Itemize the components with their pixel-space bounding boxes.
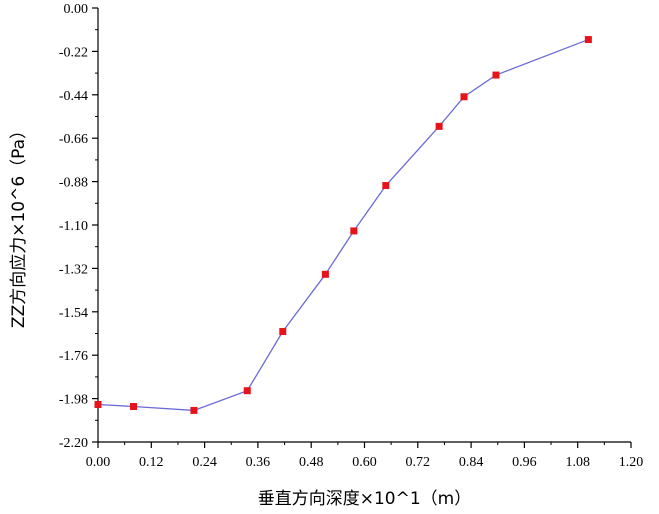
x-axis-title: 垂直方向深度×10^1（m） — [258, 489, 472, 509]
y-ticks: 0.00 -0.22 -0.44 -0.66 -0.88 -1.10 -1.32 -1.54 -… — [59, 2, 98, 451]
x-tick-label: 0.00 — [86, 455, 111, 470]
y-tick-label: -2.20 — [59, 436, 88, 451]
y-tick-label: -1.76 — [59, 349, 88, 364]
x-tick-label: 0.84 — [459, 455, 484, 470]
data-point — [94, 401, 102, 409]
x-tick-label: 1.08 — [565, 455, 590, 470]
data-point — [350, 227, 358, 235]
data-point — [190, 406, 198, 414]
y-tick-label: -0.88 — [59, 176, 88, 191]
x-ticks: 0.00 0.12 0.24 0.36 0.48 0.60 0.72 0.84 0.96 1.08… — [86, 442, 644, 470]
series-line — [97, 38, 589, 412]
x-tick-label: 0.36 — [246, 455, 271, 470]
data-point — [460, 93, 468, 101]
chart-axes — [97, 8, 631, 443]
x-tick-label: 0.72 — [406, 455, 431, 470]
data-point — [243, 387, 251, 395]
data-point — [435, 122, 443, 130]
x-tick-label: 0.12 — [139, 455, 164, 470]
y-axis-title: ZZ方向应力×10^6（Pa） — [9, 122, 29, 328]
y-tick-label: -0.44 — [59, 89, 88, 104]
x-tick-label: 0.24 — [192, 455, 217, 470]
data-point — [584, 36, 592, 44]
y-tick-label: -1.98 — [59, 393, 88, 408]
y-tick-label: -0.66 — [59, 132, 88, 147]
y-tick-label: -1.32 — [59, 262, 88, 277]
data-point — [321, 270, 329, 278]
data-point — [382, 182, 390, 190]
data-point — [492, 71, 500, 79]
x-tick-label: 1.20 — [619, 455, 644, 470]
data-point — [130, 402, 138, 410]
x-tick-label: 0.60 — [352, 455, 377, 470]
y-tick-label: -0.22 — [59, 45, 88, 60]
y-tick-label: 0.00 — [64, 2, 89, 17]
series-layer — [94, 36, 592, 414]
y-tick-label: -1.54 — [59, 306, 88, 321]
y-tick-label: -1.10 — [59, 219, 88, 234]
x-tick-label: 0.96 — [512, 455, 537, 470]
data-point — [279, 328, 287, 336]
x-tick-label: 0.48 — [299, 455, 324, 470]
